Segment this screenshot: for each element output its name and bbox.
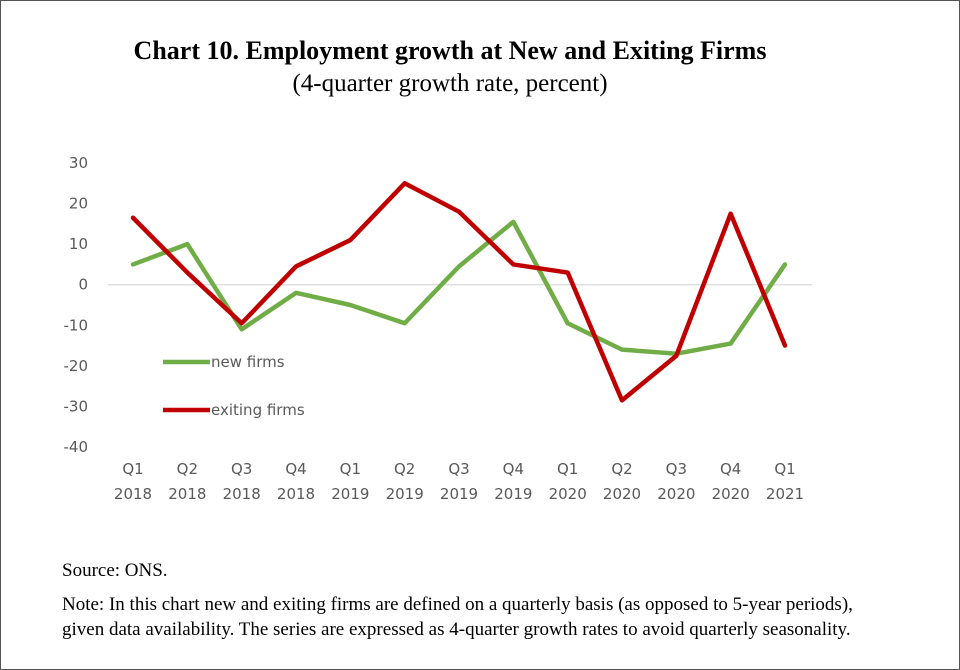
series-line-exiting-firms (130, 181, 788, 403)
x-tick-quarter: Q3 (231, 460, 252, 478)
source-note: Source: ONS. (62, 560, 168, 581)
y-tick-label: 0 (78, 276, 88, 294)
x-tick-quarter: Q3 (448, 460, 469, 478)
legend: new firms exiting firms (163, 353, 305, 419)
x-tick-year: 2020 (549, 485, 587, 503)
line-chart: 30 20 10 0 -10 -20 -30 -40 Q1 2018 Q2 2018 Q3 2018 Q4… (64, 154, 812, 503)
x-tick-year: 2019 (331, 485, 369, 503)
x-tick-year: 2020 (712, 485, 750, 503)
y-tick-label: 10 (69, 235, 88, 253)
x-tick-year: 2018 (114, 485, 152, 503)
chart-note: Note: In this chart new and exiting firm… (62, 594, 853, 640)
x-tick-quarter: Q1 (122, 460, 143, 478)
x-tick-year: 2019 (440, 485, 478, 503)
series-lines (130, 181, 788, 403)
series-line-new-firms (130, 219, 788, 356)
x-tick-quarter: Q4 (285, 460, 306, 478)
x-tick-quarter: Q2 (394, 460, 415, 478)
x-tick-year: 2018 (223, 485, 261, 503)
x-tick-year: 2018 (277, 485, 315, 503)
x-tick-year: 2019 (386, 485, 424, 503)
legend-label: exiting firms (211, 401, 305, 419)
chart-title: Chart 10. Employment growth at New and E… (133, 36, 767, 65)
y-tick-label: -40 (64, 438, 89, 456)
chart-subtitle: (4-quarter growth rate, percent) (292, 70, 608, 97)
x-tick-quarter: Q2 (611, 460, 632, 478)
x-axis-ticks: Q1 2018 Q2 2018 Q3 2018 Q4 2018 Q1 2019 Q2 2019 Q3 20… (114, 460, 804, 503)
x-tick-quarter: Q2 (177, 460, 198, 478)
x-tick-year: 2019 (494, 485, 532, 503)
x-tick-quarter: Q4 (503, 460, 524, 478)
y-tick-label: 20 (69, 195, 88, 213)
x-tick-quarter: Q1 (340, 460, 361, 478)
x-tick-quarter: Q1 (774, 460, 795, 478)
legend-label: new firms (211, 353, 285, 371)
x-tick-year: 2021 (766, 485, 804, 503)
x-tick-quarter: Q4 (720, 460, 741, 478)
x-tick-quarter: Q3 (666, 460, 687, 478)
x-tick-year: 2018 (168, 485, 206, 503)
y-tick-label: -20 (64, 357, 89, 375)
x-tick-year: 2020 (603, 485, 641, 503)
y-tick-label: -10 (64, 316, 89, 334)
x-tick-quarter: Q1 (557, 460, 578, 478)
x-tick-year: 2020 (657, 485, 695, 503)
y-tick-label: -30 (64, 397, 89, 415)
y-axis-ticks: 30 20 10 0 -10 -20 -30 -40 (64, 154, 89, 456)
y-tick-label: 30 (69, 154, 88, 172)
